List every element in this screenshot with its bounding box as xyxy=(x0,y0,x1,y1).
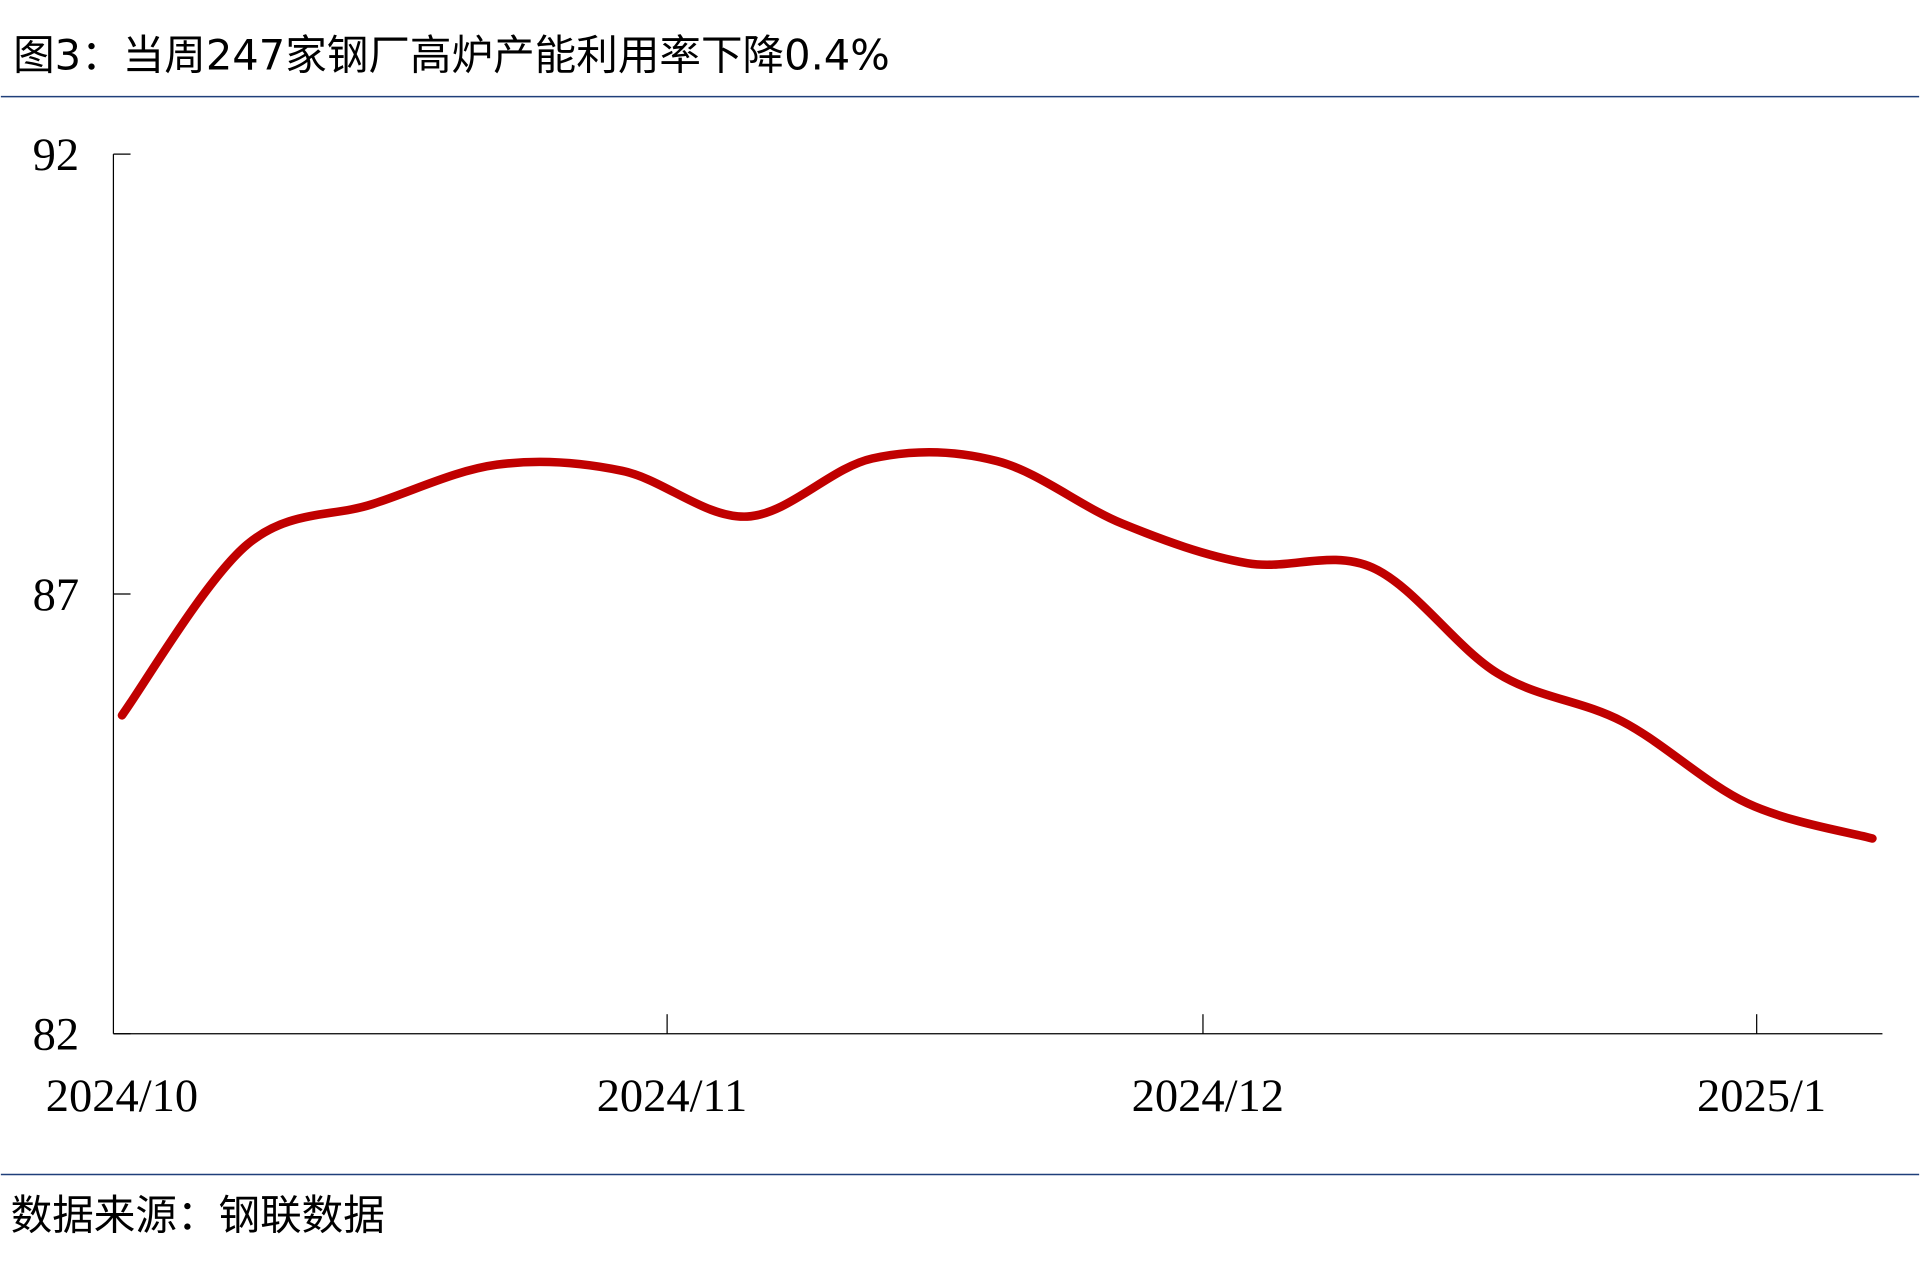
y-tick-label: 82 xyxy=(33,1010,79,1061)
y-tick-label: 92 xyxy=(33,130,79,181)
chart-title: 图3：当周247家钢厂高炉产能利用率下降0.4% xyxy=(13,31,890,80)
x-tick-label: 2024/11 xyxy=(597,1071,748,1122)
tick-labels: 92 87 82 2024/10 2024/11 2024/12 2025/1 xyxy=(33,130,1826,1122)
data-points xyxy=(121,458,1873,839)
x-tick-label: 2024/12 xyxy=(1132,1071,1284,1122)
y-tick-label: 87 xyxy=(33,570,79,621)
axes xyxy=(112,153,1883,1035)
series-line xyxy=(117,447,1877,843)
x-tick-label: 2025/1 xyxy=(1697,1071,1826,1122)
x-tick-label: 2024/10 xyxy=(46,1071,198,1122)
source-note: 数据来源：钢联数据 xyxy=(11,1191,385,1240)
